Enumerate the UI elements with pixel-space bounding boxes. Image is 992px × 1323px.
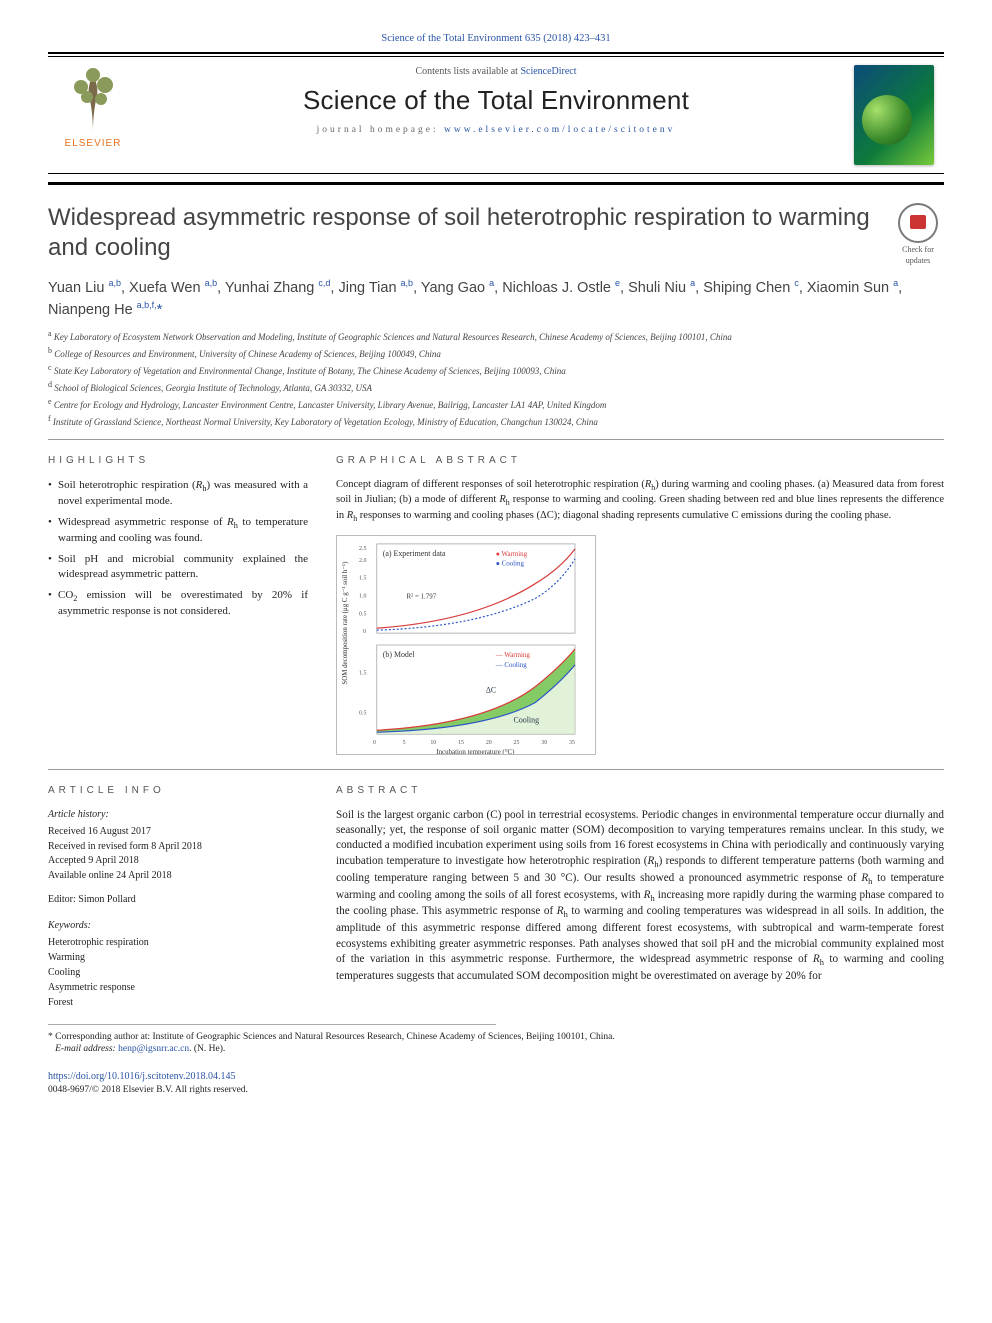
- publisher-logo: ELSEVIER: [48, 65, 138, 151]
- journal-cover-img: [854, 65, 934, 165]
- svg-text:1.5: 1.5: [359, 671, 366, 677]
- top-citation: Science of the Total Environment 635 (20…: [48, 32, 944, 46]
- svg-text:● Warming: ● Warming: [496, 551, 528, 558]
- graphical-abstract-figure: (a) Experiment data ● Warming ● Cooling …: [336, 535, 596, 755]
- keyword: Warming: [48, 950, 308, 965]
- svg-text:0: 0: [373, 740, 376, 746]
- graphical-abstract-heading: GRAPHICAL ABSTRACT: [336, 454, 944, 468]
- affiliation: b College of Resources and Environment, …: [48, 345, 944, 361]
- svg-text:Cooling: Cooling: [514, 715, 540, 724]
- svg-text:— Cooling: — Cooling: [495, 662, 527, 669]
- sciencedirect-link[interactable]: ScienceDirect: [520, 66, 576, 77]
- history-lines: Received 16 August 2017Received in revis…: [48, 825, 308, 883]
- sep-after-affil: [48, 439, 944, 440]
- svg-text:0.5: 0.5: [359, 710, 366, 716]
- corresponding-author: * Corresponding author at: Institute of …: [48, 1031, 944, 1057]
- history-line: Available online 24 April 2018: [48, 869, 308, 884]
- doi-block: https://doi.org/10.1016/j.scitotenv.2018…: [48, 1070, 944, 1084]
- history-line: Accepted 9 April 2018: [48, 854, 308, 869]
- affiliation: e Centre for Ecology and Hydrology, Lanc…: [48, 396, 944, 412]
- highlight-item: CO2 emission will be overestimated by 20…: [48, 588, 308, 619]
- svg-text:R² = 1.797: R² = 1.797: [407, 593, 437, 600]
- elsevier-tree-icon: [65, 65, 121, 135]
- masthead: ELSEVIER Contents lists available at Sci…: [48, 57, 944, 171]
- history-line: Received 16 August 2017: [48, 825, 308, 840]
- rule-top-1: [48, 52, 944, 54]
- graphical-abstract-caption: Concept diagram of different responses o…: [336, 478, 944, 525]
- corr-text: * Corresponding author at: Institute of …: [48, 1032, 615, 1042]
- affiliation: f Institute of Grassland Science, Northe…: [48, 413, 944, 429]
- crossmark-icon: [898, 203, 938, 243]
- keyword: Heterotrophic respiration: [48, 935, 308, 950]
- affiliation-list: a Key Laboratory of Ecosystem Network Ob…: [48, 328, 944, 429]
- sep-before-info: [48, 769, 944, 770]
- svg-text:2.0: 2.0: [359, 558, 366, 564]
- keywords-block: Keywords: Heterotrophic respirationWarmi…: [48, 918, 308, 1010]
- journal-cover: [854, 65, 944, 165]
- keyword: Cooling: [48, 965, 308, 980]
- page-root: Science of the Total Environment 635 (20…: [0, 0, 992, 1128]
- highlights-heading: HIGHLIGHTS: [48, 454, 308, 468]
- affiliation: a Key Laboratory of Ecosystem Network Ob…: [48, 328, 944, 344]
- copyright: 0048-9697/© 2018 Elsevier B.V. All right…: [48, 1084, 944, 1097]
- svg-text:10: 10: [430, 740, 436, 746]
- abstract-text: Soil is the largest organic carbon (C) p…: [336, 808, 944, 985]
- svg-text:15: 15: [458, 740, 464, 746]
- highlight-item: Widespread asymmetric response of Rh to …: [48, 515, 308, 546]
- highlight-item: Soil heterotrophic respiration (Rh) was …: [48, 478, 308, 509]
- svg-text:1.5: 1.5: [359, 575, 366, 581]
- highlights-ga-row: HIGHLIGHTS Soil heterotrophic respiratio…: [48, 454, 944, 759]
- crossmark-label: Check for updates: [902, 245, 934, 265]
- rule-mid-2: [48, 182, 944, 185]
- email-label: E-mail address:: [55, 1044, 118, 1054]
- info-abstract-row: ARTICLE INFO Article history: Received 1…: [48, 784, 944, 1010]
- svg-text:25: 25: [514, 740, 520, 746]
- rule-mid-1: [48, 173, 944, 174]
- svg-text:35: 35: [569, 740, 575, 746]
- keyword: Asymmetric response: [48, 980, 308, 995]
- svg-text:Incubation temperature (°C): Incubation temperature (°C): [436, 749, 514, 755]
- crossmark-badge[interactable]: Check for updates: [892, 203, 944, 267]
- publisher-brand: ELSEVIER: [65, 137, 122, 151]
- top-citation-link[interactable]: Science of the Total Environment 635 (20…: [381, 33, 610, 44]
- editor-line: Editor: Simon Pollard: [48, 893, 308, 908]
- affiliation: d School of Biological Sciences, Georgia…: [48, 379, 944, 395]
- article-title: Widespread asymmetric response of soil h…: [48, 203, 880, 263]
- email-tail: . (N. He).: [189, 1044, 225, 1054]
- keywords-list: Heterotrophic respirationWarmingCoolingA…: [48, 935, 308, 1010]
- email-link[interactable]: henp@igsnrr.ac.cn: [118, 1044, 189, 1054]
- affiliation: c State Key Laboratory of Vegetation and…: [48, 362, 944, 378]
- footnote-rule: [48, 1024, 496, 1025]
- svg-text:2.5: 2.5: [359, 546, 366, 552]
- history-heading: Article history:: [48, 808, 308, 823]
- history-line: Received in revised form 8 April 2018: [48, 840, 308, 855]
- homepage-label: journal homepage:: [317, 125, 444, 135]
- svg-text:(b) Model: (b) Model: [383, 650, 416, 659]
- article-info-heading: ARTICLE INFO: [48, 784, 308, 798]
- svg-text:5: 5: [403, 740, 406, 746]
- svg-text:SOM decomposition rate (μg C g: SOM decomposition rate (μg C g⁻¹ soil h⁻…: [342, 561, 349, 684]
- svg-text:— Warming: — Warming: [495, 652, 531, 659]
- highlight-item: Soil pH and microbial community explaine…: [48, 552, 308, 582]
- svg-text:● Cooling: ● Cooling: [496, 561, 525, 568]
- keywords-heading: Keywords:: [48, 918, 308, 933]
- homepage-link[interactable]: www.elsevier.com/locate/scitotenv: [444, 125, 675, 135]
- highlights-list: Soil heterotrophic respiration (Rh) was …: [48, 478, 308, 619]
- contents-lists: Contents lists available at ScienceDirec…: [138, 65, 854, 79]
- article-history: Article history: Received 16 August 2017…: [48, 808, 308, 884]
- svg-text:30: 30: [541, 740, 547, 746]
- author-list: Yuan Liu a,b, Xuefa Wen a,b, Yunhai Zhan…: [48, 277, 944, 322]
- keyword: Forest: [48, 995, 308, 1010]
- doi-link[interactable]: https://doi.org/10.1016/j.scitotenv.2018…: [48, 1071, 236, 1082]
- abstract-heading: ABSTRACT: [336, 784, 944, 798]
- svg-text:0.5: 0.5: [359, 611, 366, 617]
- svg-text:(a) Experiment data: (a) Experiment data: [383, 549, 446, 558]
- journal-homepage: journal homepage: www.elsevier.com/locat…: [138, 124, 854, 137]
- contents-pre: Contents lists available at: [415, 66, 520, 77]
- svg-text:ΔC: ΔC: [486, 685, 496, 694]
- journal-name: Science of the Total Environment: [138, 83, 854, 118]
- svg-text:20: 20: [486, 740, 492, 746]
- svg-text:1.0: 1.0: [359, 593, 366, 599]
- svg-text:0: 0: [363, 629, 366, 635]
